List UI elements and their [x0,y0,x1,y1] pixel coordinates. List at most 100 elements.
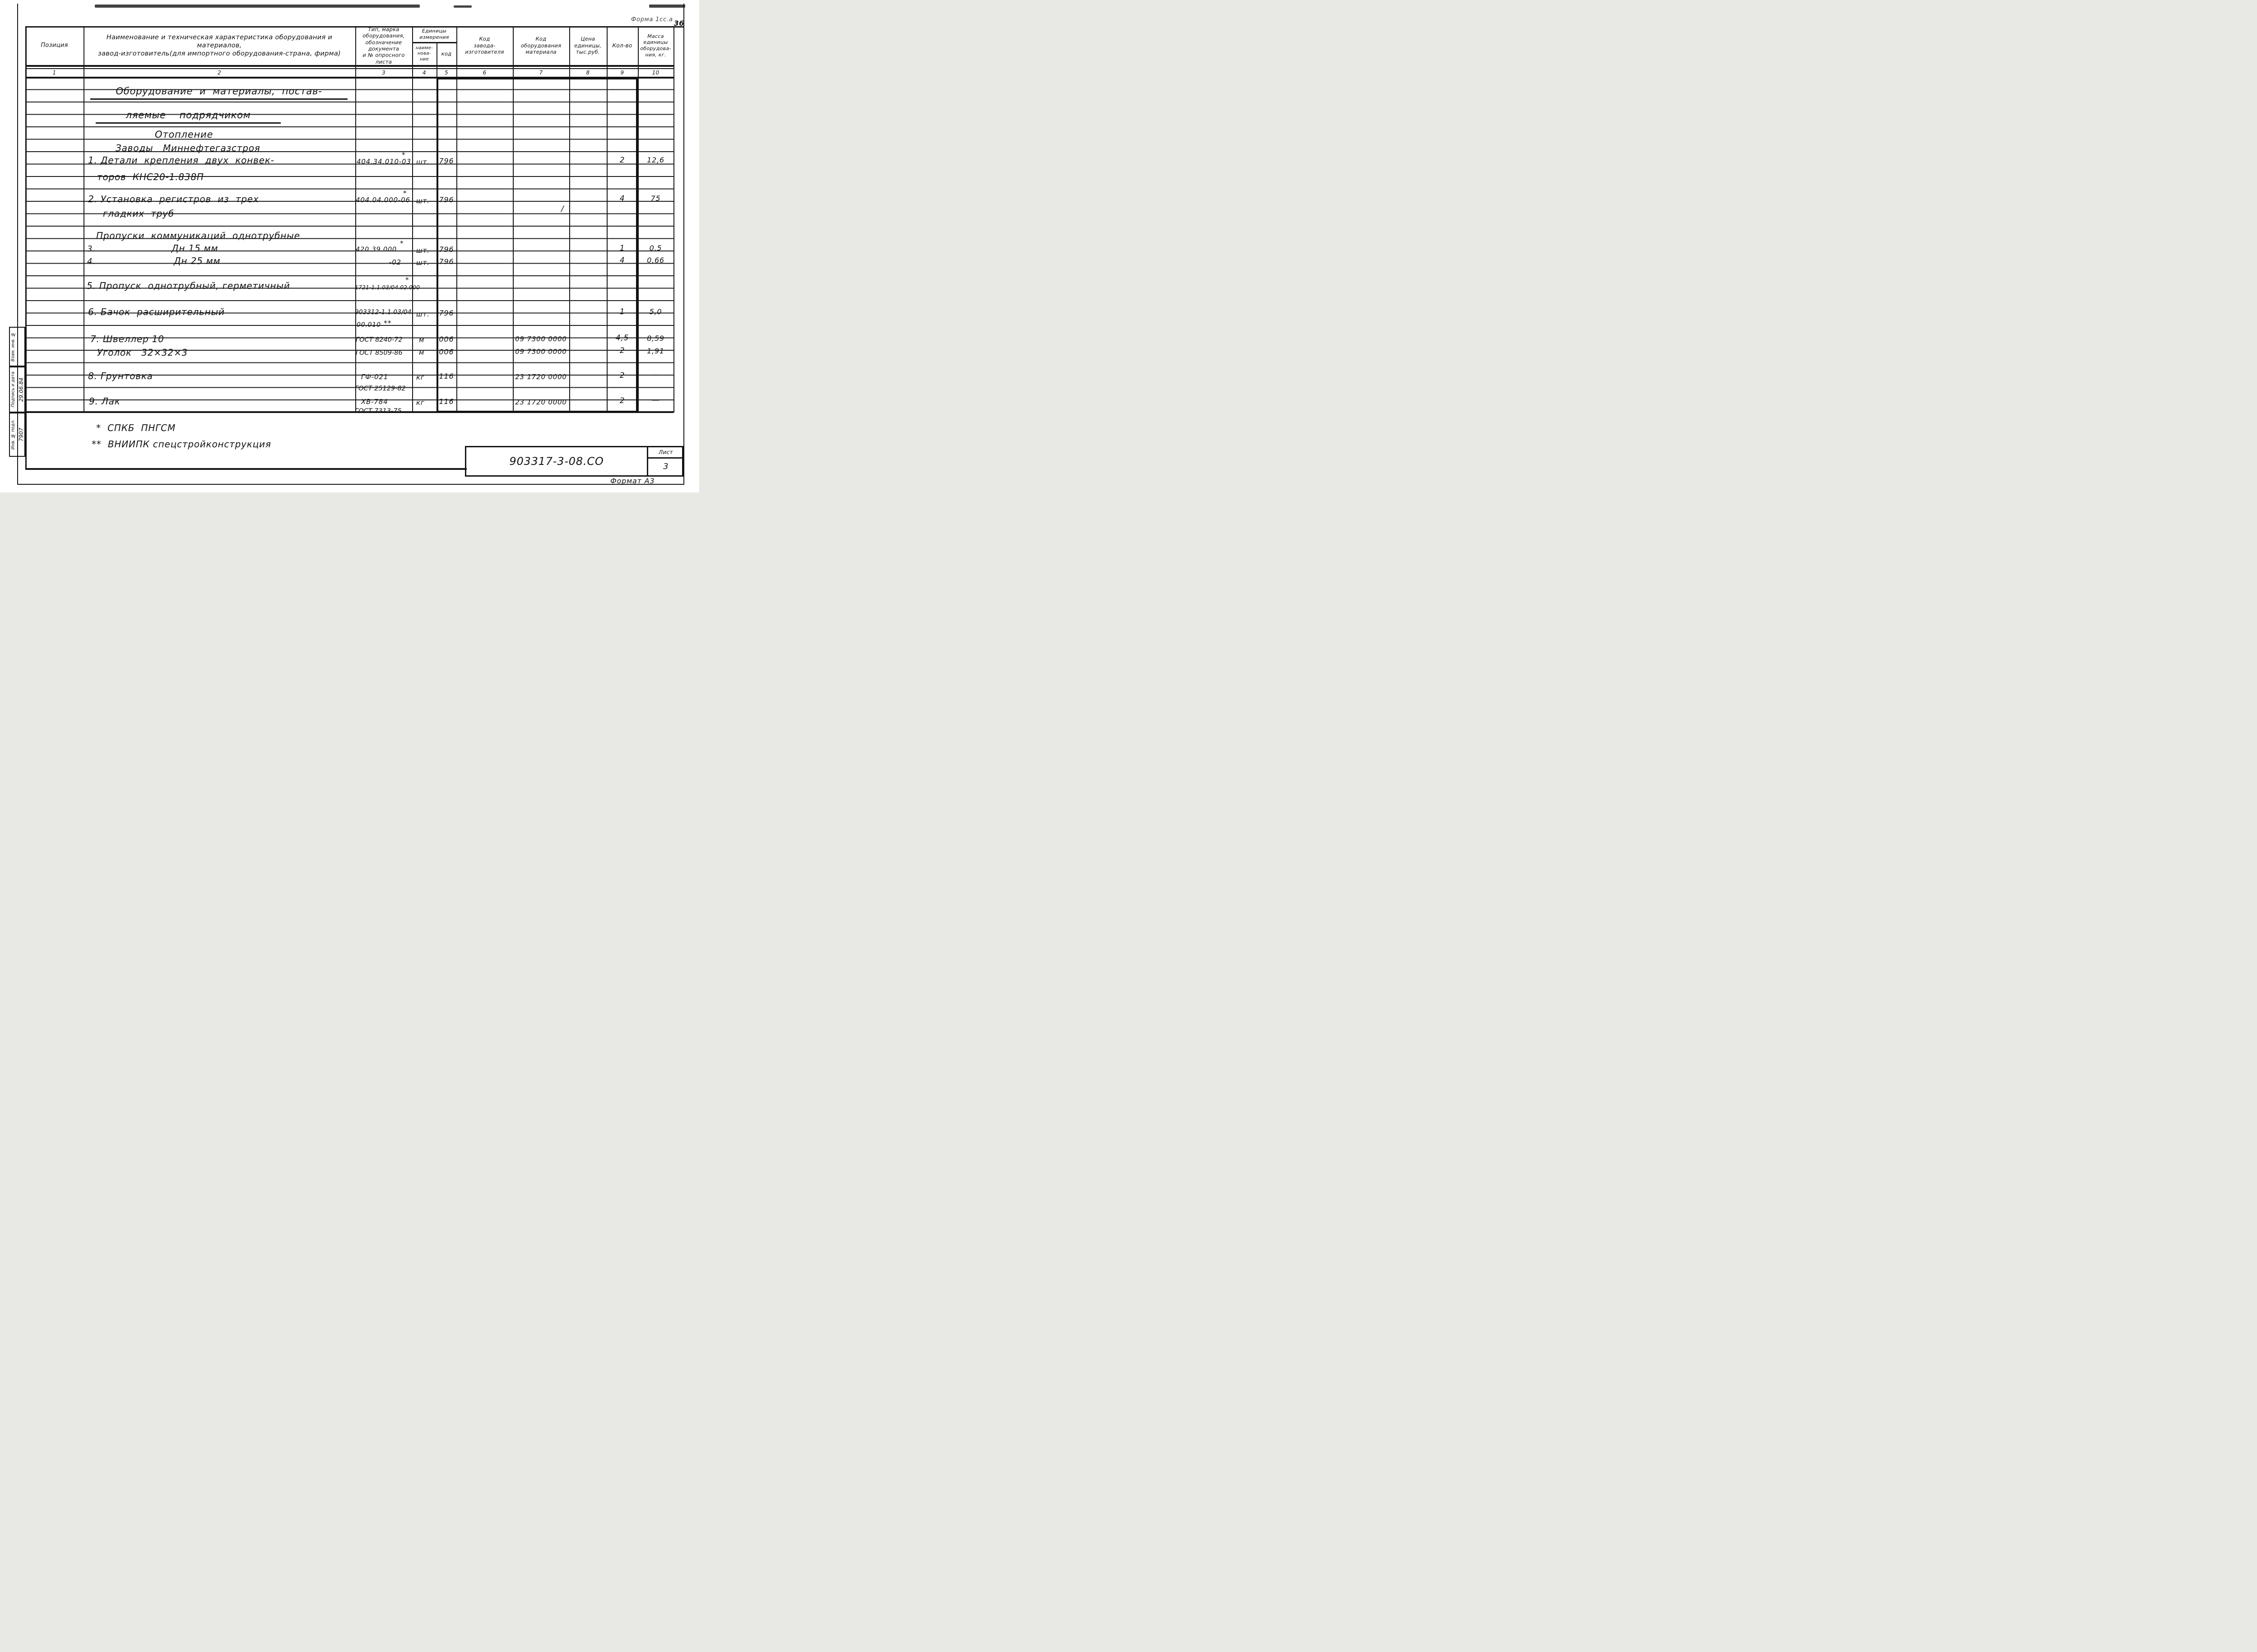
item7b-qty: 2 [619,346,625,355]
col-line-name [355,26,356,413]
scan-artifact [454,5,472,8]
numbering-bottom-line [25,77,673,79]
item3-pos: 3. [87,244,96,254]
item3-mass: 0,5 [649,244,662,252]
item7b-mass: 1,91 [647,347,664,355]
header-bottom-line-1 [25,65,673,67]
item3-unit: шт. [416,246,430,255]
sidebar-podpis-label: Подпись и дата [10,371,16,408]
item5-doc: 1721-1.1.03/04.02.000 [355,284,420,291]
scan-artifact [95,5,420,8]
item4-unit: шт. [416,259,430,267]
group-header-propuski: Пропуски коммуникаций однотрубные [96,230,300,241]
col-line-qty [638,26,639,413]
item7-doc: ГОСТ 8240-72 [356,336,403,343]
colnum-6: 6 [483,69,487,76]
item8-doc: ГФ-021 [361,373,389,381]
col-line-price [607,26,608,413]
item6-doc-line1: 903312-1.1.03/04. [355,309,414,316]
item2-unit: шт. [416,197,430,205]
item9-qty: 2 [619,396,625,405]
item7-name: 7. Швеллер 10 [90,334,164,344]
title-block-divider [647,447,648,475]
subsection-heating: Отопление [155,129,214,140]
item7-qty: 4,5 [615,334,629,343]
item6-name: 6. Бачок расширительный [88,306,225,317]
item5-name: 5. Пропуск однотрубный, герметичный [87,280,290,291]
stray-pen-mark: / [561,204,564,213]
item4-name: Дн 25 мм [174,255,221,266]
sidebar-inv-value: 7907 [18,427,24,442]
form-label: Форма 1сс.а [631,16,673,23]
item8-name: 8. Грунтовка [88,371,153,381]
sidebar-vzam-label: Взам. инв. № [10,332,16,362]
format-label: Формат А3 [610,477,655,485]
specification-sheet: Форма 1сс.а 3 6 Позиция Наименование и те… [0,0,699,492]
item7-mass: 8,59 [647,334,664,343]
item7b-unit: м [419,348,425,357]
header-unit-mass: Масса единицы оборудова- ния, кг. [640,33,671,58]
item8-unit: кг [416,373,425,381]
item2-unit-code: 796 [439,195,454,204]
item1-name-line1: 1. Детали крепления двух конвек- [88,155,274,166]
colnum-1: 1 [52,69,56,76]
units-subdivider [412,42,456,43]
item6-doc-line2: 00.010 [357,321,381,329]
subsection-plants: Заводы Миннефтегазстроя [116,143,260,153]
header-bottom-line-2 [25,68,673,69]
header-position: Позиция [41,42,68,49]
colnum-7: 7 [539,69,543,76]
item9-doc-gost: ГОСТ 7313-75 [355,408,402,415]
item1-doc-note: * [402,151,406,159]
item2-name-line2: гладких труб [103,208,174,219]
sheet-cell-divider [647,457,683,459]
table-left-border [25,26,27,469]
item7b-doc: ГОСТ 8509-86 [356,349,403,357]
item8-qty: 2 [619,371,625,380]
item8-equip-code: 23 1720 0000 [515,373,567,381]
item3-unit-code: 796 [439,245,454,254]
item8-unit-code: 116 [439,372,454,381]
item4-mass: 0,66 [647,256,664,265]
frame-bottom-line [25,468,467,470]
item2-qty: 4 [619,194,625,203]
item7b-equip-code: 09 7300 0000 [515,348,567,356]
footnote-2: ** ВНИИПК спецстройконструкция [92,439,271,450]
colnum-10: 10 [652,69,659,76]
item6-unit: шт. [416,310,430,318]
sheet-number: 3 [663,462,669,472]
item7b-name: Уголок 32×32×3 [97,347,188,358]
sidebar-inv-label: Инв. № подл. [10,419,16,450]
title-block: 903317-3-08.СО Лист 3 [465,446,683,477]
sheet-edge-right [683,4,684,485]
header-name: Наименование и техническая характеристик… [98,33,341,58]
item6-unit-code: 796 [439,309,454,317]
colnum-5: 5 [445,69,448,76]
item6-mass: 5,0 [649,307,662,316]
item6-qty: 1 [619,307,625,316]
section-title-line1: Оборудование и материалы, постав- [90,86,348,100]
item3-doc-note: * [400,239,404,247]
col-line-unitcode [456,26,457,413]
scan-artifact [649,5,685,8]
item1-qty: 2 [619,156,625,165]
item8-doc-gost: ГОСТ 25129-82 [355,385,406,392]
item2-mass: 75 [650,194,661,203]
sidebar-podpis-value: 29.06.84 [18,377,24,402]
item9-unit-code: 116 [439,397,454,406]
item3-qty: 1 [619,244,625,253]
item4-unit-code: 796 [439,257,454,266]
item1-mass: 12,6 [647,156,664,164]
item7b-unit-code: 006 [439,348,454,356]
item8-mass: — [651,370,660,380]
item2-doc: 404.04.000-06 [356,196,410,204]
colnum-9: 9 [620,69,624,76]
colnum-3: 3 [382,69,385,76]
col-line-plant [513,26,514,413]
header-plant-code: Код завода- изготовителя [465,36,504,56]
table-bottom-border [25,411,673,413]
colnum-4: 4 [423,69,426,76]
item7-equip-code: 09 7300 0000 [515,335,567,343]
colnum-8: 8 [586,69,590,76]
item1-unit-code: 796 [439,157,454,165]
